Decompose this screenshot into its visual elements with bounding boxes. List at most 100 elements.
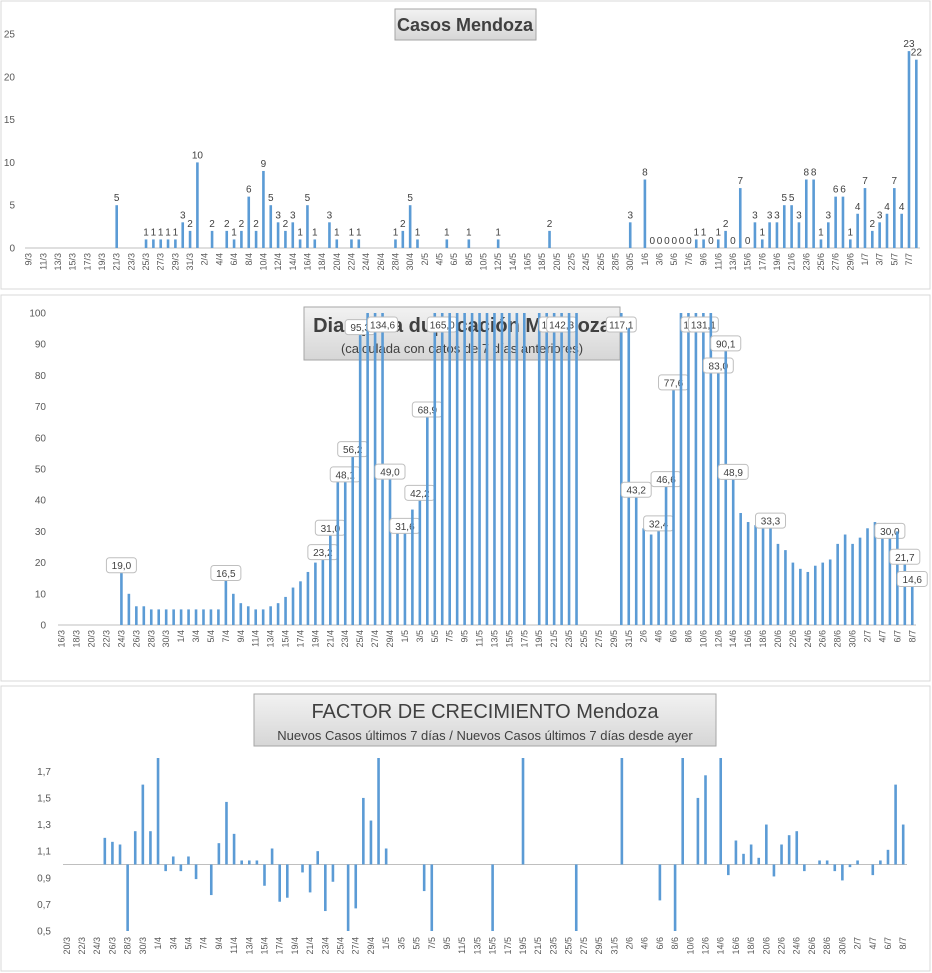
bar — [284, 596, 287, 625]
x-tick-label: 23/4 — [320, 937, 330, 955]
x-tick-label: 21/5 — [549, 630, 559, 648]
y-tick-label: 1,3 — [37, 820, 51, 831]
bar — [833, 864, 837, 872]
bar — [278, 864, 282, 902]
bar — [411, 509, 414, 625]
bar — [354, 864, 358, 909]
bar — [232, 833, 236, 865]
data-label: 31,6 — [395, 522, 415, 533]
bar — [893, 188, 896, 248]
data-label: 68,9 — [418, 406, 438, 417]
y-tick-label: 0,9 — [37, 873, 51, 884]
x-tick-label: 18/6 — [746, 937, 756, 955]
bar — [657, 523, 660, 625]
data-label: 49,0 — [380, 468, 400, 479]
bar — [144, 239, 148, 248]
x-tick-label: 28/6 — [822, 937, 832, 955]
bar — [821, 562, 825, 625]
bar — [422, 864, 426, 892]
bar — [907, 51, 911, 248]
data-label: 5 — [305, 193, 311, 204]
bar — [247, 860, 251, 865]
bar — [164, 609, 168, 625]
data-label: 1 — [466, 227, 472, 238]
bar — [749, 844, 753, 865]
x-tick-label: 24/3 — [116, 630, 126, 648]
data-label: 1 — [165, 227, 171, 238]
x-tick-label: 5/5 — [412, 937, 422, 950]
x-tick-label: 2/7 — [853, 937, 863, 950]
bar — [719, 758, 723, 865]
bar — [871, 230, 874, 248]
bar — [346, 864, 350, 931]
bar — [166, 239, 170, 248]
title-box — [253, 693, 717, 747]
bar — [900, 213, 903, 248]
bar — [262, 170, 265, 248]
bar — [246, 606, 250, 625]
bar — [301, 864, 304, 873]
x-tick-label: 18/6 — [758, 630, 768, 648]
x-tick-label: 25/3 — [141, 253, 151, 271]
y-tick-label: 20 — [4, 72, 16, 83]
bar — [567, 313, 571, 625]
data-label: 83,0 — [709, 362, 729, 373]
x-tick-label: 3/6 — [655, 253, 665, 266]
x-tick-label: 28/6 — [833, 630, 843, 648]
title-box — [394, 8, 537, 41]
bar — [194, 609, 198, 625]
data-label: 6 — [840, 185, 846, 196]
data-label: 3 — [327, 210, 333, 221]
x-tick-label: 28/3 — [123, 937, 133, 955]
x-tick-label: 11/4 — [229, 937, 239, 954]
x-tick-label: 24/6 — [792, 937, 802, 955]
data-label: 42,2 — [410, 489, 430, 500]
x-tick-label: 16/5 — [523, 253, 533, 271]
bar — [261, 609, 265, 625]
x-tick-label: 20/4 — [332, 253, 342, 271]
bar — [240, 860, 243, 865]
bar — [696, 797, 700, 865]
y-tick-label: 0,7 — [37, 900, 51, 911]
y-tick-label: 80 — [35, 371, 47, 382]
data-label: 6 — [833, 185, 839, 196]
x-tick-label: 26/6 — [818, 630, 828, 648]
bar — [240, 230, 243, 248]
bar — [856, 213, 859, 248]
bar — [430, 864, 434, 931]
bar — [679, 313, 683, 625]
data-label: 48,9 — [723, 468, 743, 479]
data-label-box — [717, 463, 749, 480]
data-label: 2 — [283, 219, 289, 230]
data-label: 4 — [899, 202, 905, 213]
data-label-box — [889, 548, 921, 565]
bar — [548, 230, 551, 248]
bar — [164, 864, 167, 872]
x-tick-label: 5/6 — [669, 253, 679, 266]
x-tick-label: 20/6 — [761, 937, 771, 955]
x-tick-label: 13/5 — [472, 937, 482, 955]
x-tick-label: 26/6 — [807, 937, 817, 955]
x-tick-label: 25/5 — [579, 630, 589, 648]
x-tick-label: 2/6 — [624, 937, 634, 950]
x-tick-label: 7/4 — [221, 630, 231, 643]
bar — [552, 313, 556, 625]
x-tick-label: 13/6 — [728, 253, 738, 271]
x-tick-label: 16/4 — [302, 253, 312, 271]
x-tick-label: 3/4 — [191, 630, 201, 643]
x-tick-label: 30/6 — [848, 630, 858, 648]
bar — [209, 609, 213, 625]
x-tick-label: 27/5 — [579, 937, 589, 955]
x-tick-label: 23/4 — [340, 630, 350, 648]
bar — [232, 593, 235, 625]
x-tick-label: 27/6 — [831, 253, 841, 271]
x-tick-label: 29/6 — [845, 253, 855, 271]
bar — [739, 512, 742, 625]
data-label: 3 — [275, 210, 281, 221]
bar — [187, 856, 190, 865]
bar — [523, 313, 526, 625]
bar — [694, 313, 698, 625]
y-tick-label: 1,7 — [37, 767, 51, 778]
x-tick-label: 1/7 — [860, 253, 870, 266]
bar — [841, 864, 844, 881]
